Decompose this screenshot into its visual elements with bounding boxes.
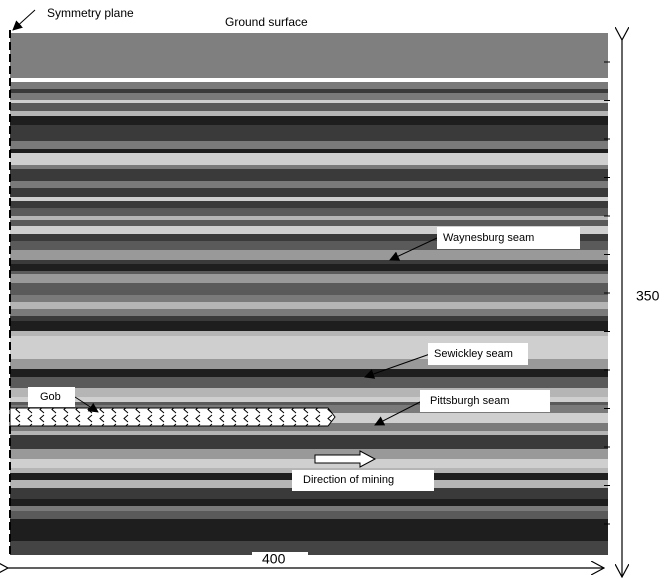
layer (10, 295, 608, 302)
sewickley-label: Sewickley seam (434, 348, 513, 360)
layer (10, 208, 608, 216)
layer (10, 283, 608, 295)
layer (10, 93, 608, 100)
layer (10, 499, 608, 506)
layer (10, 431, 608, 435)
layer (10, 188, 608, 197)
layer (10, 220, 608, 226)
layer (10, 132, 608, 141)
symmetry-label: Symmetry plane (47, 6, 134, 20)
layer (10, 519, 608, 529)
layer (10, 274, 608, 283)
layer (10, 165, 608, 169)
layer (10, 446, 608, 449)
layer (10, 197, 608, 201)
layer (10, 250, 608, 260)
layer (10, 459, 608, 468)
layer (10, 103, 608, 111)
layer (10, 153, 608, 165)
direction-label: Direction of mining (303, 474, 394, 486)
layer (10, 141, 608, 149)
layer (10, 316, 608, 321)
layer (10, 435, 608, 446)
layer (10, 331, 608, 336)
layer (10, 302, 608, 309)
layer (10, 309, 608, 316)
ground-label: Ground surface (225, 15, 308, 29)
waynesburg-label: Waynesburg seam (443, 232, 534, 244)
layer (10, 89, 608, 93)
layer (10, 529, 608, 533)
layer (10, 78, 608, 82)
layer (10, 369, 608, 377)
top-layer (10, 33, 608, 78)
layer (10, 383, 608, 388)
layer (10, 506, 608, 511)
layer (10, 82, 608, 89)
layer (10, 125, 608, 132)
layer (10, 181, 608, 188)
layer (10, 321, 608, 331)
layer (10, 271, 608, 274)
layer (10, 201, 608, 208)
layer (10, 541, 608, 555)
layer (10, 169, 608, 181)
gob-area (10, 408, 335, 426)
layer (10, 514, 608, 519)
width-label: 400 (262, 551, 286, 567)
layer (10, 264, 608, 271)
gob-label: Gob (40, 391, 61, 403)
layer (10, 377, 608, 383)
pittsburgh-label: Pittsburgh seam (430, 395, 509, 407)
layer (10, 100, 608, 103)
layer (10, 533, 608, 542)
layer (10, 511, 608, 514)
height-label: 350 (636, 288, 660, 304)
layer (10, 449, 608, 459)
diagram: Symmetry plane Ground surface Waynesburg… (0, 0, 667, 579)
layer (10, 260, 608, 264)
pointer (13, 10, 35, 30)
layer (10, 149, 608, 153)
layer (10, 116, 608, 125)
layer (10, 111, 608, 116)
layer (10, 216, 608, 220)
